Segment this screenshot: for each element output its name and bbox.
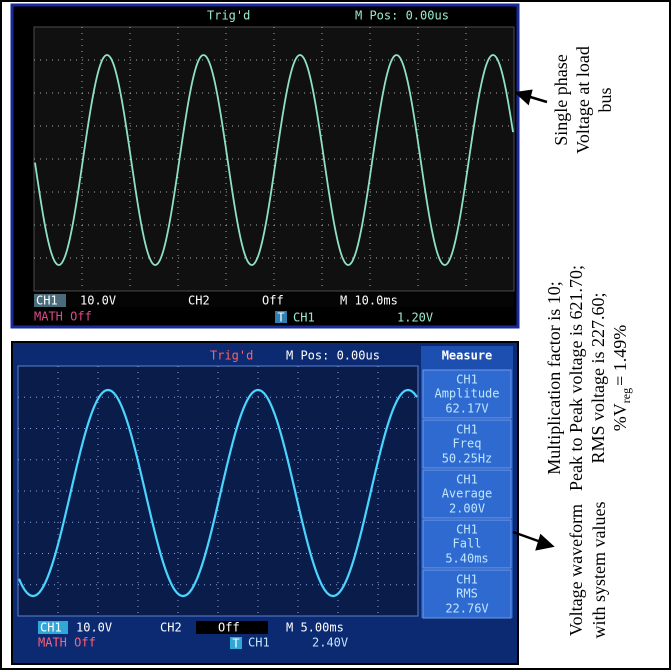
math-state: MATH Off [38, 636, 96, 650]
vreg-line: %Vreg = 1.49% [610, 325, 633, 431]
measure-channel: CH1 [456, 573, 478, 587]
timebase: M 10.0ms [340, 294, 398, 308]
arrow-head [535, 533, 555, 551]
measure-name: Fall [453, 537, 482, 551]
trigger-status: Trig'd [207, 9, 250, 23]
annotation-line: Peak to Peak voltage is 621.70; [566, 265, 586, 491]
ch1-badge [38, 621, 68, 634]
measure-name: RMS [456, 587, 478, 601]
position: M Pos: 0.00us [286, 349, 380, 363]
position: M Pos: 0.00us [355, 9, 449, 23]
ch1-label: CH1 [40, 621, 62, 635]
ch2-label: CH2 [188, 294, 210, 308]
measure-value: 50.25Hz [442, 452, 493, 466]
trigger-status: Trig'd [210, 349, 253, 363]
measure-name: Amplitude [434, 387, 499, 401]
trigger-badge [275, 311, 287, 323]
measure-value: 22.76V [445, 602, 488, 616]
annotation-line: Single phase [551, 54, 571, 146]
ch2-state: Off [262, 294, 284, 308]
measure-value: 5.40ms [445, 552, 488, 566]
arrow [512, 530, 542, 544]
ch2-label: CH2 [160, 621, 182, 635]
measure-name: Freq [453, 437, 482, 451]
ch2-state: Off [218, 621, 240, 635]
ch1-badge [34, 294, 66, 307]
trigger-source: CH1 [248, 636, 270, 650]
ch2-state-box [196, 621, 268, 634]
trigger-level: 2.40V [312, 636, 348, 650]
vreg-prefix: %V [610, 403, 630, 431]
measure-box [422, 419, 512, 469]
arrow-head [514, 89, 533, 106]
measure-channel: CH1 [456, 523, 478, 537]
trigger-icon: T [232, 637, 239, 651]
annotation-line: bus [595, 87, 615, 112]
trigger-icon: T [277, 311, 284, 325]
measure-title: Measure [442, 349, 493, 363]
top-scope-status-bar [34, 293, 514, 307]
annotation-line: RMS voltage is 227.60; [588, 292, 608, 463]
arrows [512, 89, 555, 551]
measure-box [422, 569, 512, 619]
measure-channel: CH1 [456, 473, 478, 487]
ch1-scale: 10.0V [76, 621, 112, 635]
waveform [34, 54, 514, 266]
annotation-line: Voltage waveform [566, 504, 586, 636]
ch1-label: CH1 [36, 294, 58, 308]
annotation-line: with system values [589, 502, 609, 639]
measure-box [422, 519, 512, 569]
measure-channel: CH1 [456, 373, 478, 387]
measure-box [422, 369, 512, 419]
measure-name: Average [442, 487, 493, 501]
annotation-line: Multiplication factor is 10; [544, 281, 564, 474]
vreg-suffix: = 1.49% [610, 325, 630, 386]
vreg-subscript: reg [619, 388, 633, 403]
trigger-level: 1.20V [397, 311, 433, 325]
measure-channel: CH1 [456, 423, 478, 437]
trigger-source: CH1 [293, 311, 315, 325]
measure-value: 2.00V [449, 502, 485, 516]
measure-value: 62.17V [445, 402, 488, 416]
trigger-badge [230, 637, 242, 649]
ch1-scale: 10.0V [80, 294, 116, 308]
math-state: MATH Off [34, 310, 92, 324]
annotation-line: Voltage at load [573, 46, 593, 154]
waveform [17, 388, 418, 598]
measure-box [422, 469, 512, 519]
timebase: M 5.00ms [286, 621, 344, 635]
